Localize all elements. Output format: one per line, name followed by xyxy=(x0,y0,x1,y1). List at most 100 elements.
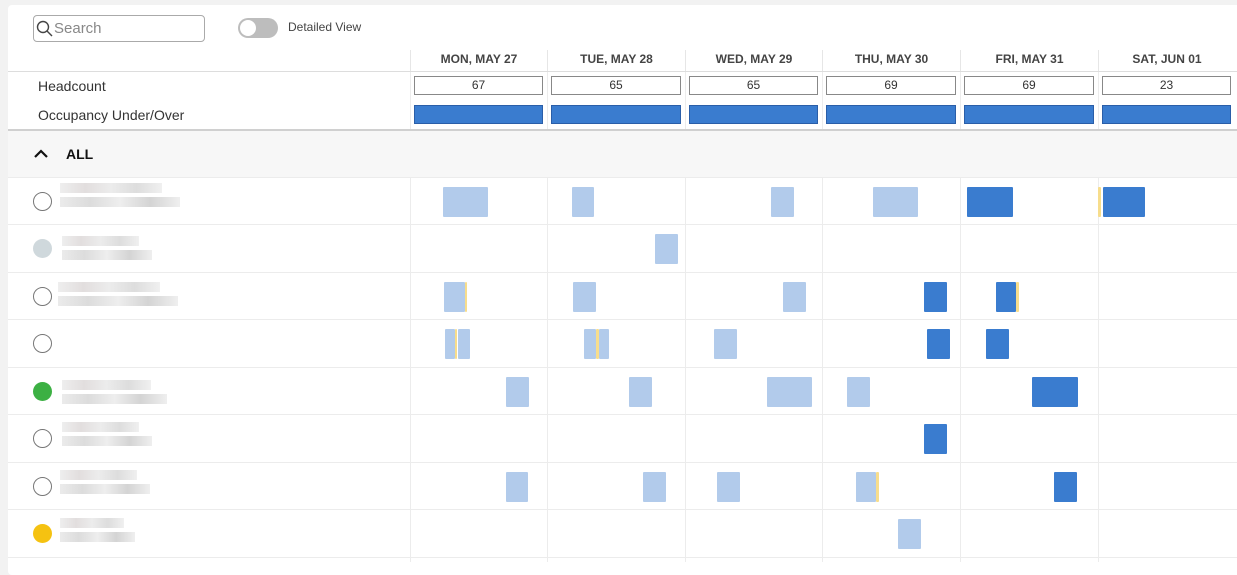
redacted-name xyxy=(58,296,178,306)
headcount-value: 69 xyxy=(964,76,1094,95)
column-divider xyxy=(822,177,823,562)
booking-block[interactable] xyxy=(996,282,1016,312)
booking-block[interactable] xyxy=(643,472,666,502)
headcount-value: 65 xyxy=(551,76,681,95)
group-header-all[interactable]: ALL xyxy=(8,131,1237,177)
booking-block[interactable] xyxy=(927,329,950,359)
occupancy-bar xyxy=(964,105,1094,124)
schedule-panel xyxy=(8,5,1237,575)
booking-block[interactable] xyxy=(655,234,678,264)
booking-block[interactable] xyxy=(714,329,737,359)
booking-block[interactable] xyxy=(443,187,488,217)
headcount-label: Headcount xyxy=(38,78,106,94)
occupancy-bar xyxy=(551,105,681,124)
redacted-name xyxy=(60,532,135,542)
booking-block[interactable] xyxy=(572,187,594,217)
booking-block[interactable] xyxy=(783,282,806,312)
day-header: FRI, MAY 31 xyxy=(960,50,1098,72)
redacted-name xyxy=(58,282,160,292)
occupancy-bar xyxy=(1102,105,1231,124)
booking-marker xyxy=(596,329,599,359)
row-divider xyxy=(8,272,1237,273)
chevron-up-icon[interactable] xyxy=(34,149,48,158)
day-header: WED, MAY 29 xyxy=(685,50,822,72)
status-indicator[interactable] xyxy=(33,477,52,496)
detailed-view-toggle[interactable] xyxy=(238,18,278,38)
booking-block[interactable] xyxy=(924,424,947,454)
booking-marker xyxy=(876,472,879,502)
column-divider xyxy=(822,72,823,130)
detailed-view-label: Detailed View xyxy=(288,20,362,34)
column-divider xyxy=(547,177,548,562)
redacted-name xyxy=(62,436,152,446)
booking-block[interactable] xyxy=(599,329,609,359)
search-input[interactable]: Search xyxy=(33,15,205,42)
headcount-value: 69 xyxy=(826,76,956,95)
booking-block[interactable] xyxy=(444,282,465,312)
booking-block[interactable] xyxy=(1054,472,1077,502)
column-divider xyxy=(547,72,548,130)
booking-block[interactable] xyxy=(986,329,1009,359)
row-divider xyxy=(8,367,1237,368)
row-divider xyxy=(8,319,1237,320)
divider xyxy=(8,129,1237,131)
column-divider xyxy=(1098,72,1099,130)
redacted-name xyxy=(62,422,139,432)
row-divider xyxy=(8,177,1237,178)
column-divider xyxy=(685,72,686,130)
booking-block[interactable] xyxy=(629,377,652,407)
redacted-name xyxy=(62,250,152,260)
headcount-value: 67 xyxy=(414,76,543,95)
booking-block[interactable] xyxy=(506,377,529,407)
redacted-name xyxy=(60,484,150,494)
booking-block[interactable] xyxy=(1032,377,1078,407)
status-indicator[interactable] xyxy=(33,239,52,258)
redacted-name xyxy=(60,183,162,193)
booking-marker xyxy=(465,282,467,312)
column-divider xyxy=(1098,177,1099,562)
group-label: ALL xyxy=(66,146,94,162)
status-indicator[interactable] xyxy=(33,382,52,401)
row-divider xyxy=(8,462,1237,463)
search-placeholder: Search xyxy=(54,20,102,37)
redacted-name xyxy=(60,470,137,480)
day-header: TUE, MAY 28 xyxy=(547,50,685,72)
occupancy-bar xyxy=(689,105,818,124)
column-divider xyxy=(410,177,411,562)
booking-block[interactable] xyxy=(873,187,918,217)
occupancy-bar xyxy=(826,105,956,124)
status-indicator[interactable] xyxy=(33,287,52,306)
status-indicator[interactable] xyxy=(33,334,52,353)
booking-block[interactable] xyxy=(506,472,528,502)
day-header: MON, MAY 27 xyxy=(410,50,547,72)
booking-block[interactable] xyxy=(458,329,470,359)
booking-block[interactable] xyxy=(771,187,794,217)
status-indicator[interactable] xyxy=(33,524,52,543)
redacted-name xyxy=(60,197,180,207)
occupancy-label: Occupancy Under/Over xyxy=(38,107,185,123)
day-header: THU, MAY 30 xyxy=(822,50,960,72)
status-indicator[interactable] xyxy=(33,192,52,211)
booking-block[interactable] xyxy=(1103,187,1145,217)
booking-block[interactable] xyxy=(856,472,876,502)
day-header: SAT, JUN 01 xyxy=(1098,50,1235,72)
column-divider xyxy=(410,72,411,130)
booking-block[interactable] xyxy=(847,377,870,407)
booking-block[interactable] xyxy=(967,187,1013,217)
column-divider xyxy=(960,72,961,130)
booking-block[interactable] xyxy=(717,472,740,502)
occupancy-bar xyxy=(414,105,543,124)
booking-block[interactable] xyxy=(924,282,947,312)
booking-block[interactable] xyxy=(898,519,921,549)
redacted-name xyxy=(62,380,152,390)
search-icon xyxy=(36,20,53,37)
booking-block[interactable] xyxy=(767,377,812,407)
row-divider xyxy=(8,414,1237,415)
booking-block[interactable] xyxy=(445,329,455,359)
headcount-value: 65 xyxy=(689,76,818,95)
headcount-value: 23 xyxy=(1102,76,1231,95)
row-divider xyxy=(8,224,1237,225)
booking-block[interactable] xyxy=(584,329,596,359)
status-indicator[interactable] xyxy=(33,429,52,448)
booking-block[interactable] xyxy=(573,282,596,312)
